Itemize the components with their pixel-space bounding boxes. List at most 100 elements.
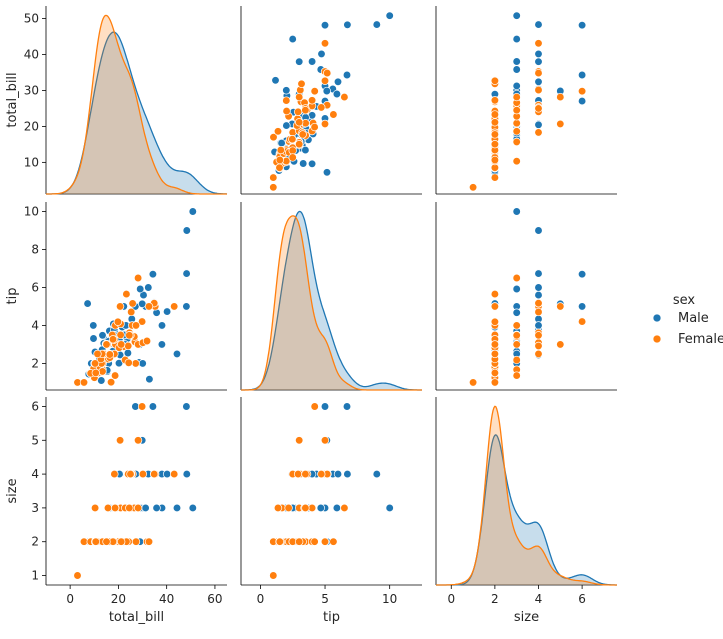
point-female — [288, 153, 297, 162]
point-male — [343, 20, 352, 29]
point-female — [102, 537, 111, 546]
point-male — [342, 402, 352, 411]
point-female — [90, 359, 100, 368]
point-male — [288, 34, 297, 44]
point-female — [293, 469, 303, 479]
point-male — [157, 321, 167, 330]
point-male — [372, 20, 381, 29]
point-female — [512, 119, 521, 128]
point-female — [329, 537, 338, 546]
kde-line-female — [46, 14, 227, 195]
point-female — [133, 436, 143, 445]
point-female — [556, 119, 565, 129]
point-female — [512, 371, 521, 380]
point-male — [162, 307, 172, 316]
point-female — [512, 331, 521, 340]
point-female — [534, 39, 543, 48]
point-female — [512, 321, 521, 330]
point-female — [150, 469, 159, 479]
point-male — [320, 402, 330, 411]
point-male — [534, 269, 543, 278]
y-tick-label: 6 — [31, 280, 39, 294]
kde-line-male — [241, 210, 422, 391]
point-male — [534, 49, 543, 59]
point-male — [534, 226, 543, 235]
x-tick-label: 0 — [447, 592, 455, 606]
point-female — [340, 503, 349, 513]
point-male — [188, 503, 197, 513]
point-female — [490, 317, 500, 326]
point-male — [577, 21, 587, 30]
point-female — [288, 146, 297, 155]
point-female — [125, 503, 134, 513]
point-female — [142, 336, 152, 346]
point-female — [340, 92, 349, 102]
y-tick-label: 20 — [24, 119, 39, 133]
point-female — [468, 183, 478, 192]
point-female — [298, 130, 307, 139]
point-female — [110, 503, 120, 513]
point-female — [490, 368, 500, 378]
point-male — [282, 121, 291, 130]
point-male — [320, 21, 330, 30]
point-female — [131, 537, 141, 546]
point-female — [124, 358, 133, 367]
point-female — [317, 469, 326, 479]
kde-line-female — [436, 405, 617, 586]
y-axis-label-tip: tip — [5, 288, 20, 305]
point-female — [310, 122, 319, 132]
y-tick-label: 1 — [31, 569, 39, 583]
point-female — [98, 367, 107, 376]
point-female — [512, 106, 521, 115]
point-female — [284, 503, 293, 513]
point-female — [133, 503, 143, 513]
point-female — [137, 317, 147, 326]
point-female — [93, 349, 102, 359]
panel-tip-vs-tip — [240, 202, 422, 391]
panel-size-vs-size: 0 2 4 6 — [435, 397, 617, 606]
point-female — [293, 107, 303, 116]
point-male — [333, 469, 343, 479]
point-female — [269, 571, 278, 580]
legend-marker-female — [652, 334, 662, 344]
point-male — [316, 503, 325, 513]
point-female — [320, 436, 330, 445]
point-male — [157, 340, 167, 349]
point-male — [534, 57, 543, 66]
point-female — [295, 118, 304, 127]
point-female — [137, 402, 147, 411]
point-male — [385, 503, 394, 513]
point-female — [534, 341, 543, 351]
point-male — [299, 159, 308, 168]
point-female — [329, 110, 338, 119]
point-male — [172, 349, 182, 359]
point-female — [301, 503, 310, 513]
x-tick-label: 60 — [207, 592, 222, 606]
point-female — [512, 340, 521, 349]
point-female — [490, 289, 500, 299]
point-female — [138, 469, 148, 479]
point-female — [301, 469, 310, 479]
point-female — [534, 331, 543, 340]
point-female — [512, 157, 521, 166]
point-male — [512, 308, 521, 317]
point-female — [490, 96, 500, 105]
point-female — [534, 128, 543, 137]
point-male — [83, 299, 92, 308]
point-male — [148, 402, 158, 411]
point-male — [138, 359, 147, 368]
point-male — [385, 11, 394, 20]
point-female — [73, 571, 82, 580]
point-female — [490, 378, 500, 387]
point-female — [273, 503, 283, 513]
point-female — [307, 96, 317, 105]
point-male — [322, 86, 331, 96]
point-female — [317, 103, 326, 112]
x-tick-label: 2 — [491, 592, 499, 606]
point-male — [188, 207, 197, 216]
point-female — [117, 340, 126, 349]
point-female — [127, 307, 136, 317]
